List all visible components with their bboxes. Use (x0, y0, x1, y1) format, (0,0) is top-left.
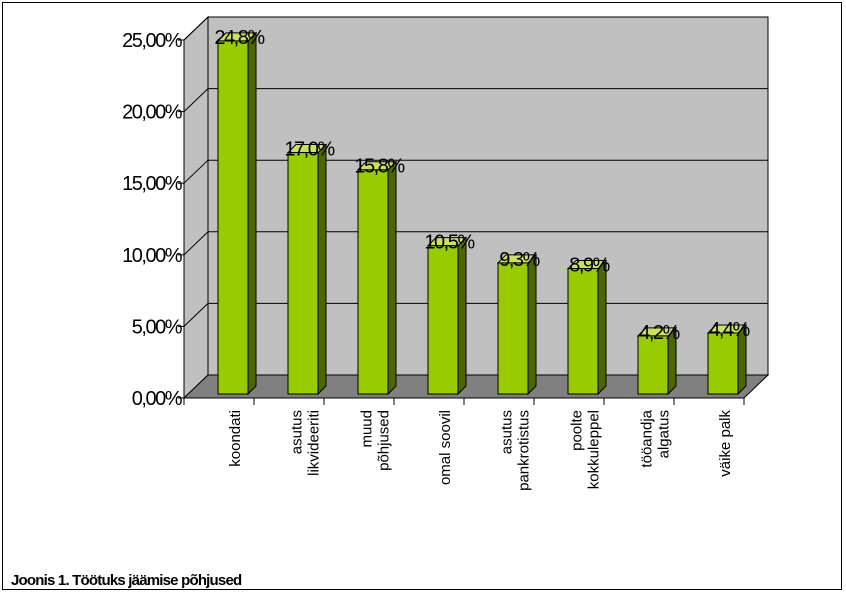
y-tick-label: 10,00% (122, 245, 183, 267)
bar (428, 246, 458, 394)
bar (638, 336, 668, 394)
data-label: 24,8% (214, 27, 265, 49)
bar (498, 263, 528, 394)
category-label-group: asutus pankrotistus (499, 410, 533, 491)
category-label: poolte (569, 410, 586, 451)
y-tick-label: 0,00% (132, 388, 183, 410)
side-wall (184, 17, 208, 398)
category-label: pankrotistus (516, 410, 533, 491)
y-tick-label: 20,00% (122, 102, 183, 124)
bar (288, 153, 318, 394)
category-label: väike palk (717, 410, 734, 477)
category-label: koondati (227, 410, 244, 467)
bar-side (598, 261, 606, 394)
category-label-group: asutus likvideeriti (289, 410, 323, 476)
y-tick-label: 15,00% (122, 173, 183, 195)
y-tick-label: 25,00% (122, 30, 183, 52)
category-label-group: tööandja algatus (639, 409, 673, 467)
category-label-group: poolte kokkuleppel (569, 410, 603, 489)
category-label-group: väike palk (717, 410, 734, 477)
data-label: 17,0% (284, 139, 335, 161)
bar (708, 333, 738, 394)
bar-side (528, 255, 536, 394)
category-label: kokkuleppel (586, 410, 603, 489)
bar-side (248, 33, 256, 394)
bar (568, 269, 598, 394)
category-label: põhjused (376, 410, 393, 471)
category-label-group: koondati (227, 410, 244, 467)
category-label: tööandja (639, 409, 656, 467)
category-label: asutus (289, 410, 306, 454)
category-label: algatus (656, 410, 673, 458)
y-tick-label: 5,00% (132, 316, 183, 338)
data-label: 15,8% (354, 156, 405, 178)
bar (218, 41, 248, 394)
data-label: 4,4% (709, 319, 750, 341)
data-label: 9,3% (499, 249, 540, 271)
data-label: 4,2% (639, 322, 680, 344)
floor (184, 375, 768, 398)
bar-side (458, 238, 466, 394)
data-label: 10,5% (424, 232, 475, 254)
bar-chart: 0,00% 5,00% 10,00% 15,00% 20,00% 25,00% 24,8% k… (3, 3, 843, 591)
category-label: muud (359, 410, 376, 448)
data-label: 8,9% (569, 255, 610, 277)
bar (358, 170, 388, 394)
bar-side (388, 162, 396, 394)
bar-side (318, 145, 326, 394)
category-label-group: muud põhjused (359, 410, 393, 471)
category-label: asutus (499, 410, 516, 454)
category-label-group: omal soovil (437, 410, 454, 485)
category-label: omal soovil (437, 410, 454, 485)
category-label: likvideeriti (306, 410, 323, 476)
figure-caption: Joonis 1. Töötuks jäämise põhjused (11, 572, 241, 589)
